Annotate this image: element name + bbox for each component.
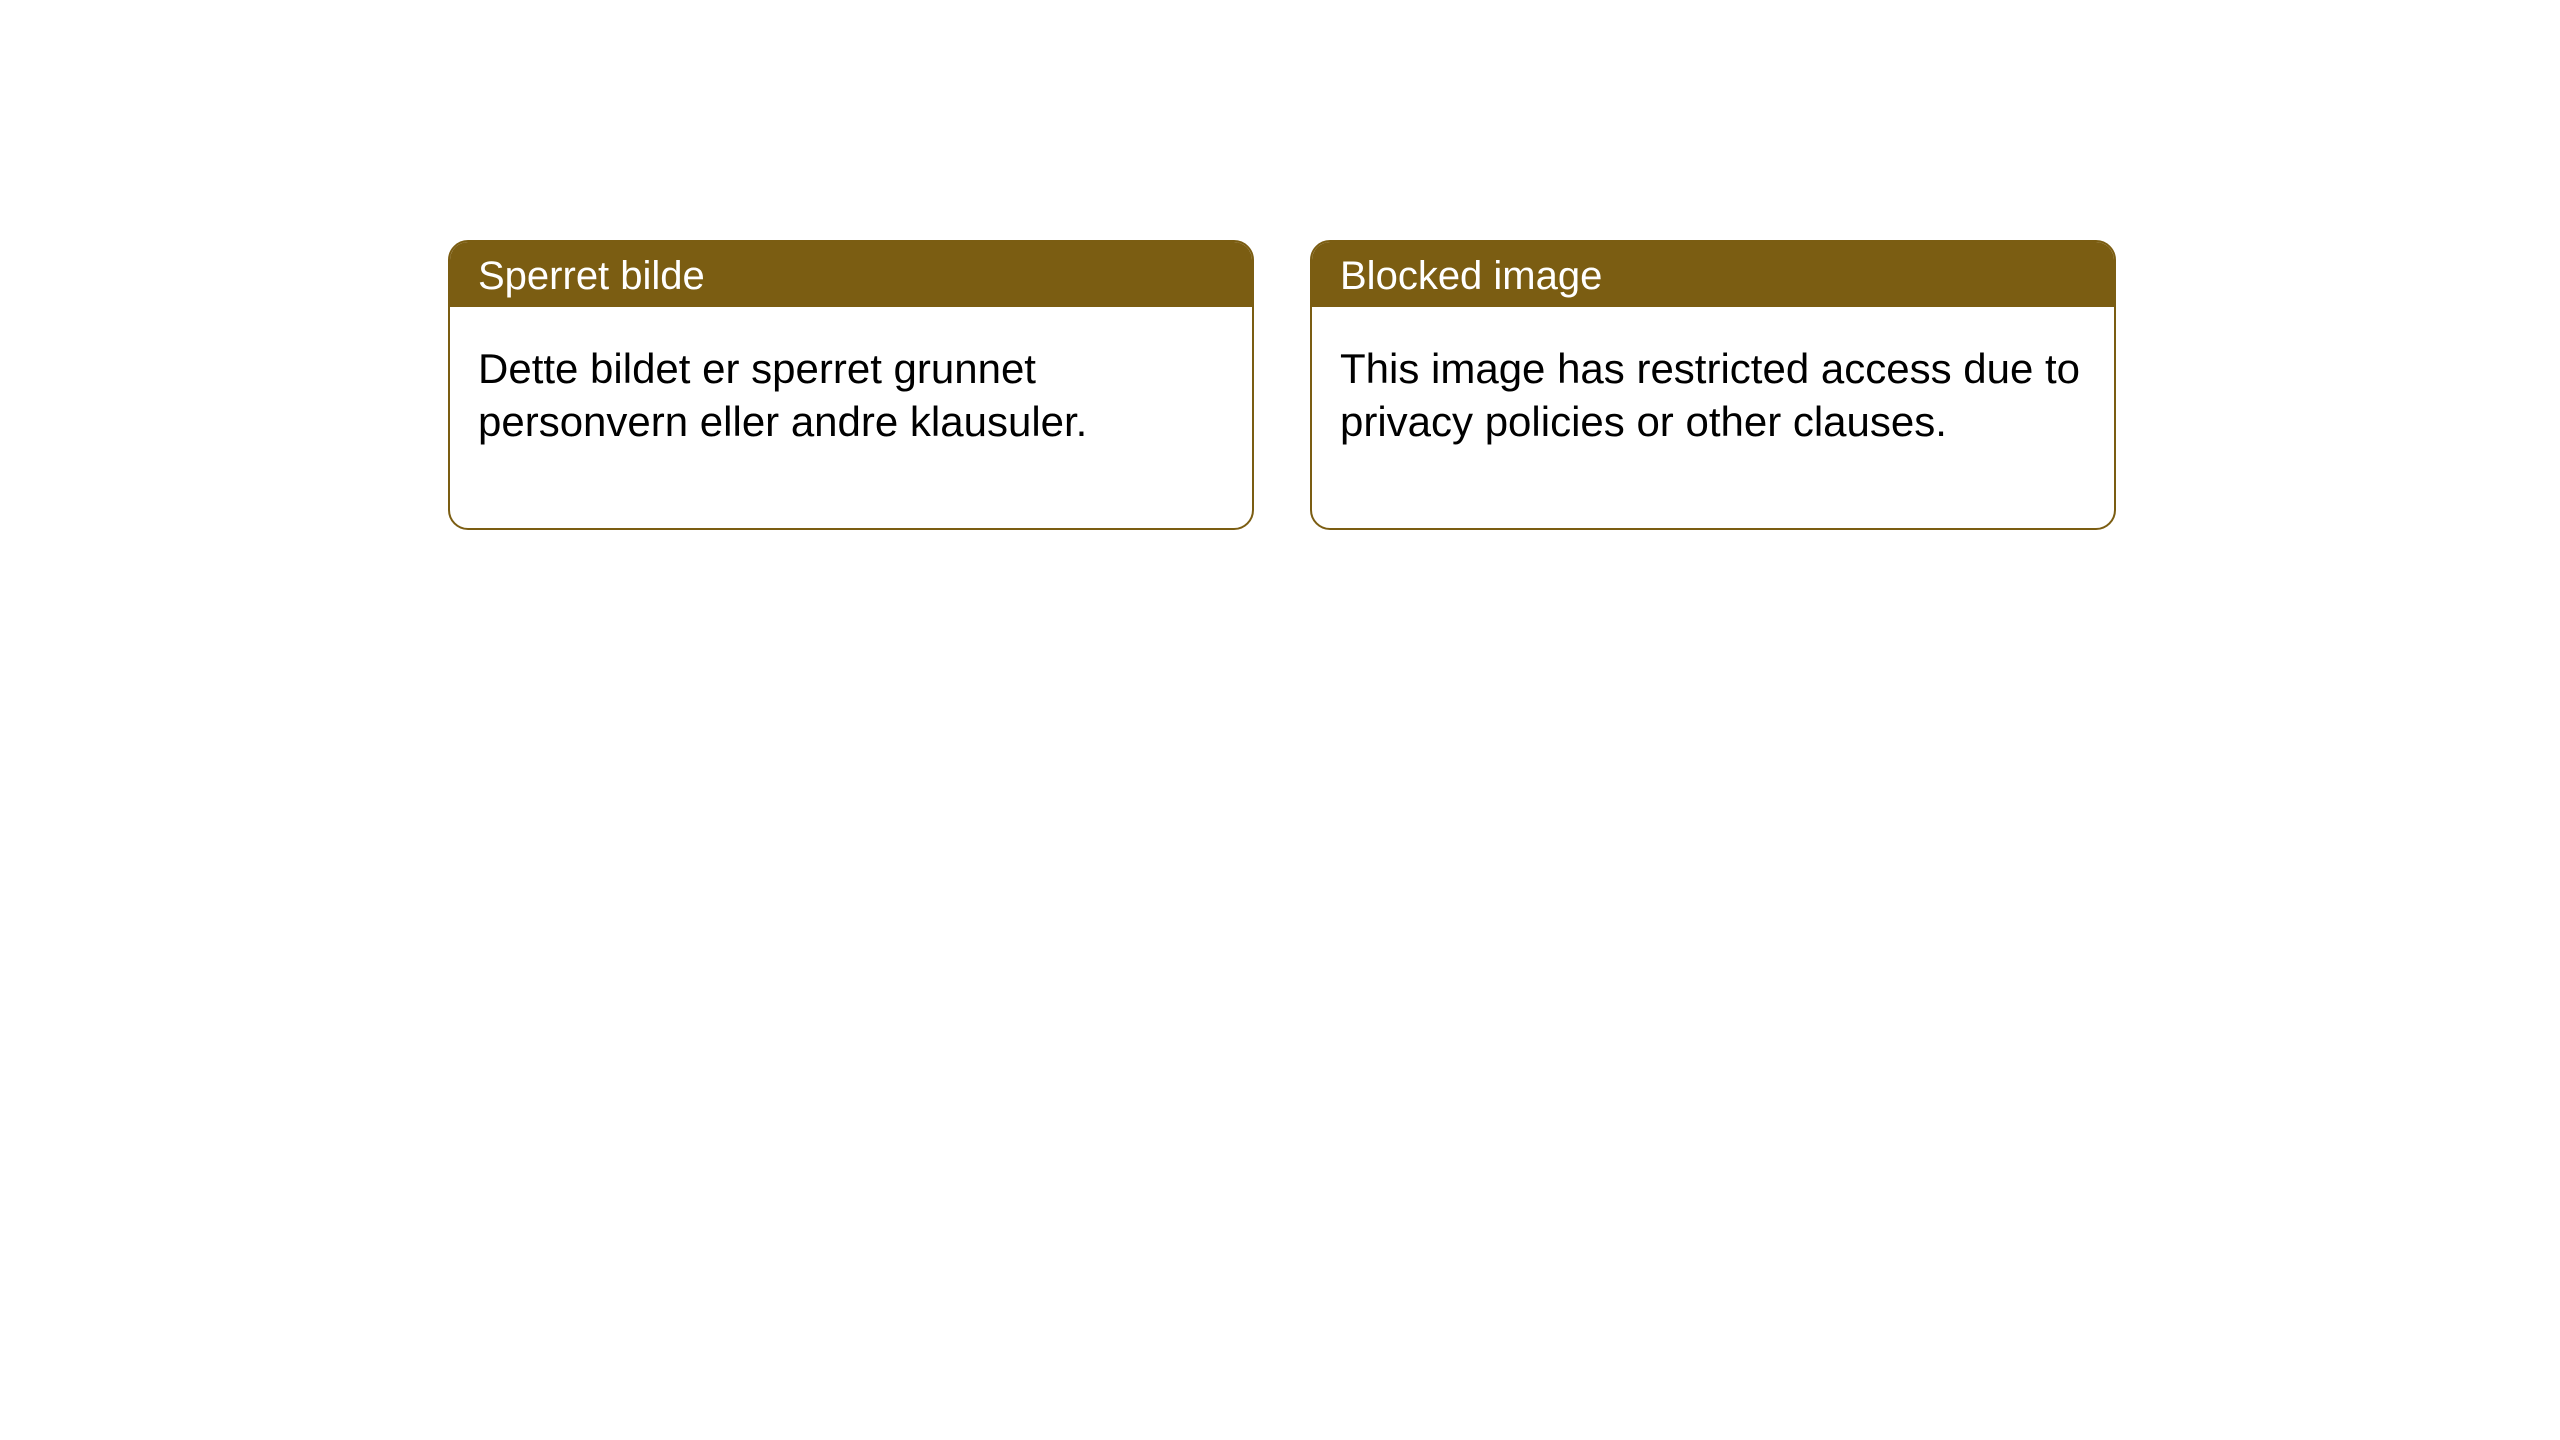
card-header: Blocked image [1312, 242, 2114, 307]
notice-card-norwegian: Sperret bilde Dette bildet er sperret gr… [448, 240, 1254, 530]
notice-cards-container: Sperret bilde Dette bildet er sperret gr… [448, 240, 2116, 530]
notice-card-english: Blocked image This image has restricted … [1310, 240, 2116, 530]
card-body: This image has restricted access due to … [1312, 307, 2114, 528]
card-message: This image has restricted access due to … [1340, 345, 2080, 445]
card-header: Sperret bilde [450, 242, 1252, 307]
card-title: Sperret bilde [478, 254, 705, 298]
card-body: Dette bildet er sperret grunnet personve… [450, 307, 1252, 528]
card-message: Dette bildet er sperret grunnet personve… [478, 345, 1087, 445]
card-title: Blocked image [1340, 254, 1602, 298]
